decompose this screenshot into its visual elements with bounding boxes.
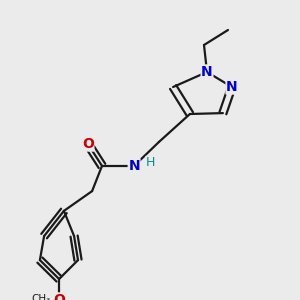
Text: O: O bbox=[53, 293, 65, 300]
Text: O: O bbox=[82, 137, 94, 151]
Text: H: H bbox=[146, 156, 155, 170]
Text: N: N bbox=[201, 65, 213, 79]
Text: N: N bbox=[128, 159, 140, 173]
Text: N: N bbox=[226, 80, 238, 94]
Text: CH₃: CH₃ bbox=[32, 293, 51, 300]
